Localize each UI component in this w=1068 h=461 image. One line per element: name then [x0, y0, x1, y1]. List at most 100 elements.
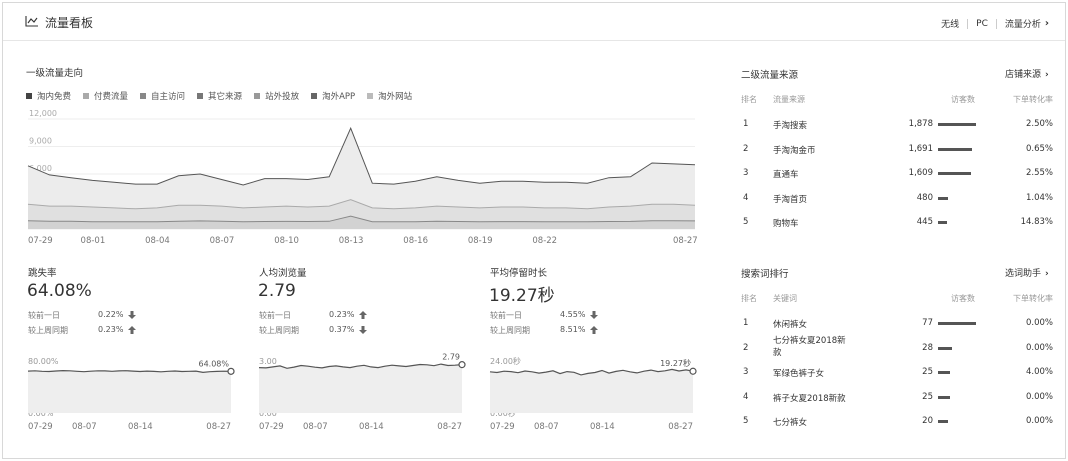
traffic-trend-chart: 12,0009,0006,0003,000007-2908-0108-0408-… [27, 109, 698, 246]
row-name[interactable]: 七分裤女夏2018新款 [773, 335, 846, 358]
compare-label: 较前一日 [259, 311, 291, 320]
sparkline-line[interactable] [27, 369, 232, 374]
kpi-compare-week: 较上周同期 0.37% [259, 325, 369, 336]
trend-title: 一级流量走向 [26, 68, 84, 79]
x-tick-label: 08-14 [128, 422, 153, 432]
trend-legend: 淘内免费 付费流量 自主访问 其它来源 站外投放 淘外APP 淘外网站 [26, 90, 412, 102]
legend-item[interactable]: 自主访问 [140, 90, 185, 102]
last-point-marker[interactable] [458, 361, 466, 369]
legend-label: 站外投放 [265, 92, 300, 102]
visitor-bar [938, 420, 948, 423]
column-header-rank: 排名 [741, 95, 757, 104]
row-name[interactable]: 裤子女夏2018新款 [773, 393, 846, 404]
legend-item[interactable]: 淘内免费 [26, 90, 71, 102]
panel-link[interactable]: 店铺来源 › [1005, 67, 1049, 80]
x-tick-label: 08-19 [468, 236, 493, 246]
column-header-name: 流量来源 [773, 95, 805, 104]
x-tick-label: 08-01 [81, 236, 106, 246]
row-rank: 2 [743, 342, 749, 353]
chevron-right-icon[interactable]: › [1044, 18, 1049, 29]
kpi-compare-day: 较前一日 0.22% [28, 310, 138, 321]
y-tick-label: 0.00 [259, 409, 277, 418]
arrow-down-icon [128, 311, 136, 319]
row-rank: 3 [743, 367, 749, 377]
x-tick-label: 08-07 [303, 422, 328, 432]
row-rank: 1 [743, 318, 749, 328]
x-tick-label: 07-29 [259, 422, 284, 432]
row-conversion: 0.00% [1025, 342, 1053, 353]
chevron-right-icon[interactable]: › [1045, 269, 1049, 279]
column-header-conversion[interactable]: 下单转化率 [1013, 294, 1053, 303]
legend-label: 其它来源 [208, 92, 243, 102]
legend-item[interactable]: 站外投放 [254, 90, 299, 102]
compare-label: 较前一日 [28, 311, 60, 320]
sparkline-chart: 24.00秒12.00秒0.00秒19.27秒07-2908-0708-1408… [489, 356, 697, 432]
series-line[interactable] [27, 126, 696, 186]
panel-link-label[interactable]: 选词助手 [1005, 269, 1042, 279]
visitor-bar [938, 322, 976, 325]
divider [967, 18, 969, 29]
row-name[interactable]: 七分裤女 [773, 418, 808, 428]
row-conversion: 0.65% [1025, 143, 1053, 154]
legend-item[interactable]: 淘外网站 [367, 90, 412, 102]
legend-swatch [254, 93, 261, 99]
row-visitors: 25 [922, 391, 933, 402]
x-tick-label: 08-27 [668, 422, 693, 432]
panel-link-label[interactable]: 店铺来源 [1005, 70, 1042, 80]
row-conversion: 0.00% [1025, 318, 1053, 328]
sparkline-line[interactable] [258, 363, 463, 369]
series-area [28, 216, 695, 229]
compare-value: 0.23% [329, 310, 355, 319]
row-conversion: 2.50% [1025, 119, 1053, 129]
arrow-up-icon [128, 326, 136, 334]
row-visitors: 25 [922, 367, 933, 377]
wireless-tab[interactable]: 无线 [941, 20, 960, 30]
row-name[interactable]: 直通车 [773, 170, 799, 180]
row-conversion: 14.83% [1020, 217, 1053, 227]
row-visitors: 480 [916, 192, 933, 203]
legend-item[interactable]: 其它来源 [197, 90, 242, 102]
compare-value: 0.23% [98, 325, 124, 334]
last-point-marker[interactable] [227, 367, 235, 375]
series-line[interactable] [27, 199, 696, 210]
row-name[interactable]: 休闲裤女 [773, 320, 808, 330]
row-name[interactable]: 手淘首页 [773, 194, 808, 205]
panel-title: 二级流量来源 [741, 70, 799, 81]
pc-tab[interactable]: PC [976, 18, 988, 29]
legend-label: 自主访问 [151, 92, 186, 102]
visitor-bar [938, 147, 973, 151]
x-tick-label: 08-22 [532, 236, 557, 246]
dashboard-header: 流量看板 无线 PC 流量分析 › [3, 3, 1065, 41]
compare-value: 0.22% [98, 310, 124, 319]
column-header-visitors[interactable]: 访客数 [951, 95, 975, 104]
row-name[interactable]: 手淘搜索 [773, 121, 808, 131]
panel-link[interactable]: 选词助手 › [1005, 266, 1049, 279]
row-name[interactable]: 军绿色裤子女 [773, 369, 825, 379]
kpi-value: 2.79 [258, 281, 296, 301]
panel-title: 搜索词排行 [741, 269, 789, 280]
row-name[interactable]: 手淘淘金币 [773, 145, 816, 156]
row-conversion: 0.00% [1025, 391, 1053, 402]
row-visitors: 445 [916, 217, 933, 227]
row-conversion: 4.00% [1025, 367, 1053, 377]
chevron-right-icon[interactable]: › [1045, 70, 1049, 80]
legend-item[interactable]: 付费流量 [83, 90, 128, 102]
row-visitors: 77 [922, 318, 933, 328]
y-tick-label: 9,000 [29, 137, 52, 146]
legend-item[interactable]: 淘外APP [311, 90, 355, 102]
row-conversion: 1.04% [1025, 192, 1053, 203]
visitor-bar [938, 395, 951, 399]
series-line[interactable] [27, 215, 696, 223]
column-header-visitors[interactable]: 访客数 [951, 294, 975, 303]
compare-value: 0.37% [329, 325, 355, 334]
kpi-title: 跳失率 [28, 268, 57, 279]
sparkline-line[interactable] [489, 368, 694, 376]
arrow-down-icon [359, 326, 367, 334]
kpi-value: 64.08% [27, 281, 92, 301]
row-name[interactable]: 购物车 [773, 219, 799, 229]
traffic-analysis-link[interactable]: 流量分析 [1004, 20, 1041, 30]
legend-label: 淘外APP [322, 92, 356, 102]
row-rank: 4 [743, 192, 749, 203]
column-header-conversion[interactable]: 下单转化率 [1013, 95, 1053, 104]
last-point-marker[interactable] [689, 367, 697, 375]
